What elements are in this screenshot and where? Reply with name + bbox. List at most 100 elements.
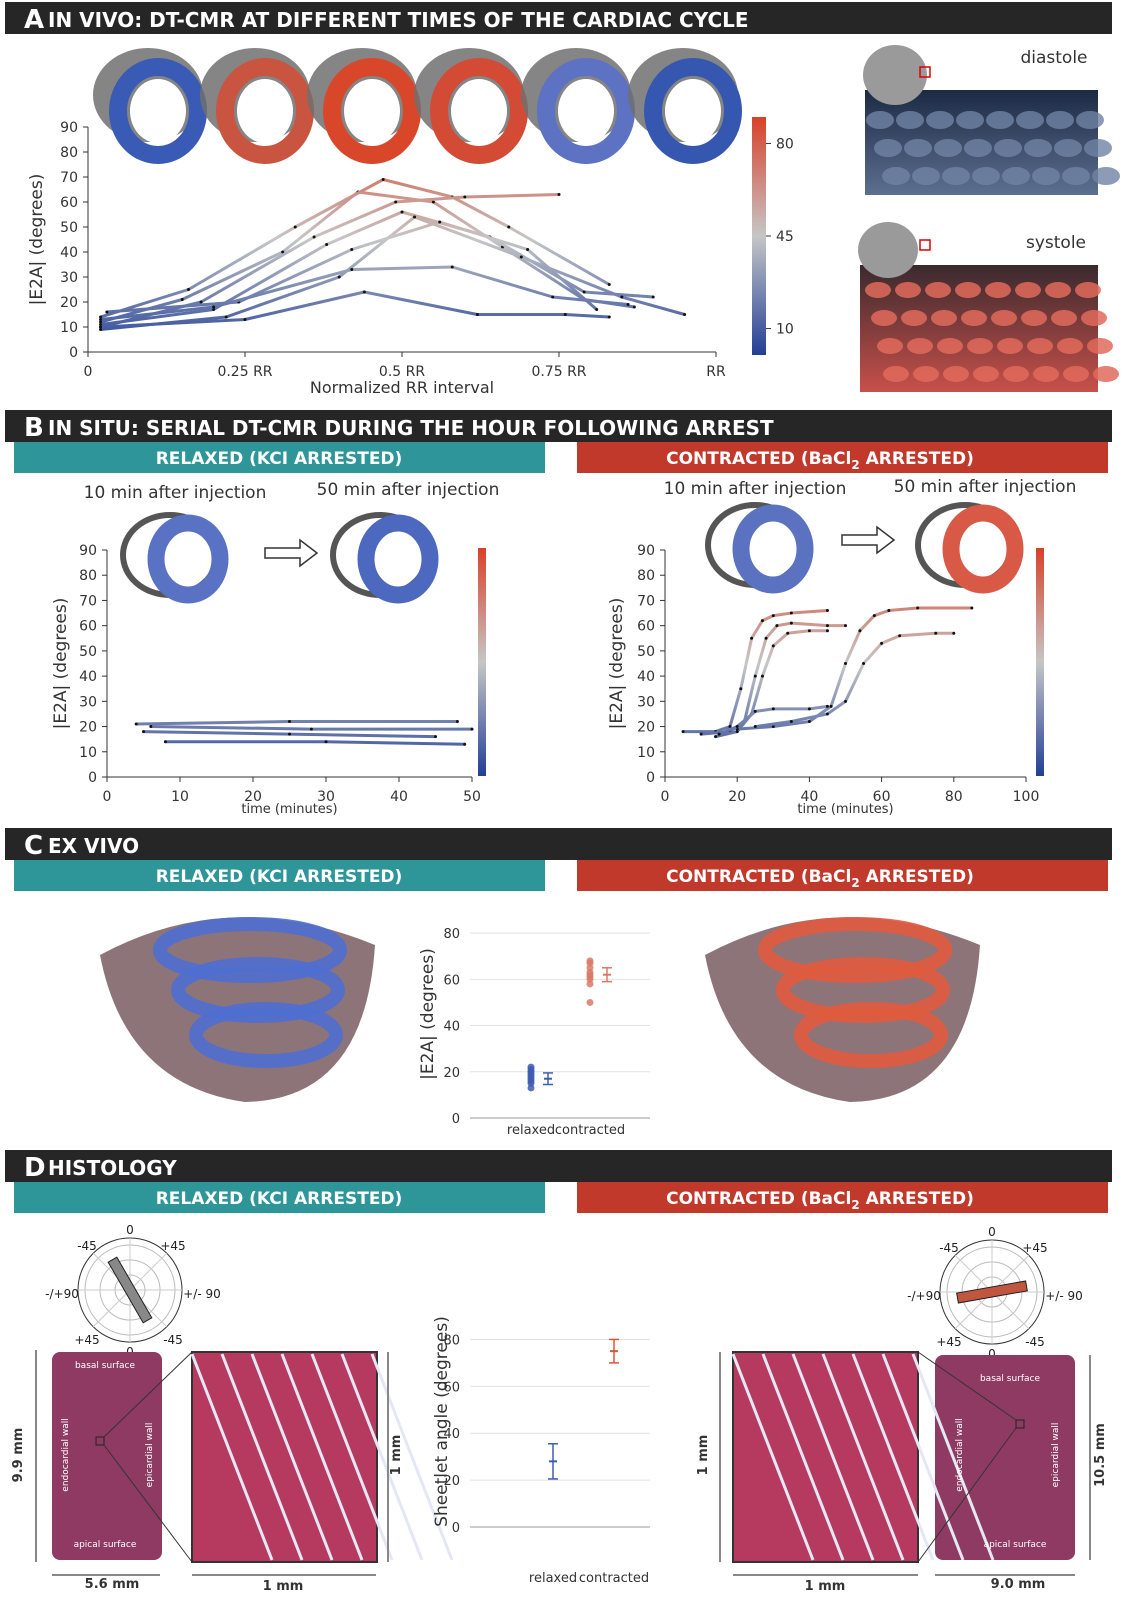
sheetlet [1027, 338, 1053, 354]
data-point [607, 283, 611, 286]
polar-label: -45 [163, 1333, 183, 1347]
histology-label: epicardial wall [1051, 1423, 1061, 1488]
sheetlet [1063, 366, 1089, 382]
sheetlet [866, 111, 894, 129]
sheetlet [913, 366, 939, 382]
y-axis-label: |E2A| (degrees) [607, 598, 627, 730]
label-part: CONTRACTED (BaCl [666, 1189, 851, 1209]
sheetlet [901, 310, 927, 326]
scale-label: 1 mm [389, 1435, 404, 1476]
y-tick-label: 70 [637, 593, 655, 609]
data-point [632, 305, 636, 309]
data-point [844, 699, 847, 703]
label-part: CONTRACTED (BaCl [666, 449, 851, 469]
y-tick-label: 30 [637, 694, 655, 710]
collagen-streak [340, 1353, 424, 1561]
polar-label: 0 [988, 1225, 996, 1239]
y-tick-label: 40 [637, 669, 655, 685]
arrow [841, 525, 896, 555]
data-point [463, 742, 467, 746]
sheetlet [1024, 139, 1052, 157]
sheetlet [1057, 338, 1083, 354]
x-tick-label: 10 [171, 789, 189, 805]
data-point [243, 318, 247, 321]
scale-label: 10.5 mm [1093, 1423, 1108, 1487]
data-point [551, 295, 555, 299]
y-tick-label: 0 [452, 1521, 460, 1536]
data-point [149, 725, 153, 729]
image-caption: 10 min after injection [84, 483, 267, 503]
scale-label: 9.9 mm [11, 1428, 26, 1483]
series-line [165, 740, 465, 746]
data-point [880, 641, 884, 645]
sheetlet [1002, 167, 1030, 185]
section-header [5, 828, 1112, 860]
x-tick-label: contracted [579, 1571, 649, 1586]
heart-slice-ring [644, 58, 742, 164]
data-point [99, 325, 103, 329]
heart-slice-cavity [665, 79, 721, 143]
section-title: IN SITU: SERIAL DT-CMR DURING THE HOUR F… [48, 416, 774, 440]
data-point [582, 290, 586, 294]
label-part: ARRESTED) [860, 867, 974, 887]
contracted-bar [577, 442, 1108, 473]
sheetlet [1087, 338, 1113, 354]
y-tick-label: 70 [60, 170, 78, 186]
heart-slice-ring [153, 917, 347, 983]
colorbar [1036, 548, 1044, 776]
data-point [99, 318, 103, 321]
zoom-box [919, 66, 931, 78]
sheetlet [1045, 282, 1071, 298]
data-point [434, 735, 437, 739]
data-point [475, 313, 479, 316]
data-point [288, 732, 291, 736]
section-letter: A [24, 5, 44, 35]
data-point [807, 707, 811, 711]
data-point [99, 315, 103, 319]
series-line [100, 265, 629, 321]
data-point [764, 636, 768, 640]
data-point [789, 621, 793, 625]
section-header [5, 1150, 1112, 1182]
data-point [586, 998, 594, 1006]
x-tick-label: 80 [945, 789, 963, 805]
y-tick-label: 40 [60, 245, 78, 261]
sheetlet [896, 111, 924, 129]
data-point [281, 250, 285, 254]
data-point [825, 712, 829, 716]
data-point [750, 636, 754, 640]
data-point [431, 200, 435, 204]
sheetlet [904, 139, 932, 157]
data-point [463, 195, 467, 199]
data-point [325, 243, 329, 246]
data-point [413, 215, 417, 219]
data-point [224, 315, 228, 319]
y-tick-label: 60 [443, 1380, 460, 1395]
heart-slice-cavity [237, 79, 293, 143]
data-point [775, 624, 779, 628]
relaxed-label: RELAXED (KCI ARRESTED) [156, 449, 403, 469]
section-header [5, 410, 1112, 442]
data-point [507, 225, 511, 229]
x-tick-label: relaxed [529, 1571, 577, 1586]
data-point [862, 662, 866, 665]
histology-label: apical surface [74, 1540, 137, 1550]
zoom-box [919, 239, 931, 251]
contracted-bar [577, 860, 1108, 891]
data-point [887, 609, 891, 613]
sheetlet [1016, 111, 1044, 129]
sheetlet [1084, 139, 1112, 157]
colorbar-tick-label: 80 [776, 136, 794, 152]
sheetlet [934, 139, 962, 157]
sheetlet [955, 282, 981, 298]
data-point [438, 220, 442, 224]
data-point [163, 740, 167, 744]
y-tick-label: 0 [452, 1112, 460, 1127]
x-tick-label: 0 [84, 364, 93, 380]
y-tick-label: 0 [88, 770, 97, 786]
sheetlet [912, 167, 940, 185]
x-tick-label: 0.5 RR [379, 364, 425, 380]
x-tick-label: 40 [800, 789, 818, 805]
histology-zoom [191, 1351, 378, 1563]
data-point [760, 619, 764, 623]
